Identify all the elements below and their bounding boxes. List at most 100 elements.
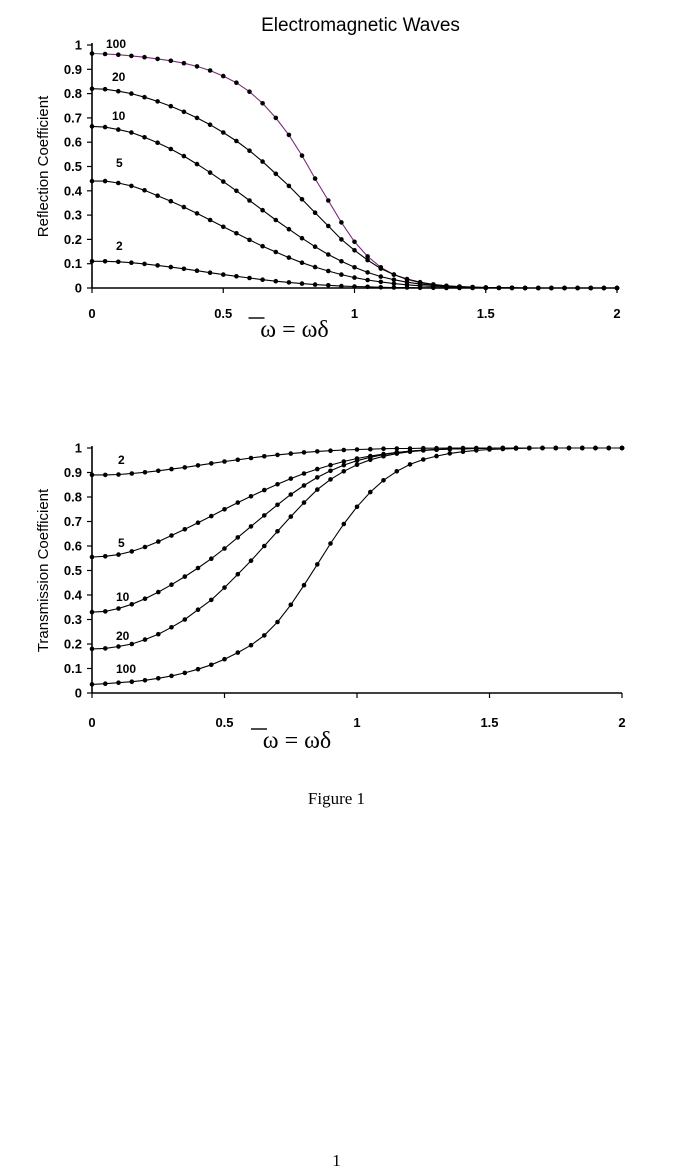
series-20: 20 xyxy=(89,70,620,291)
data-point xyxy=(169,466,174,472)
data-point xyxy=(116,606,121,611)
series-line xyxy=(91,447,622,685)
data-point xyxy=(89,51,95,56)
data-point xyxy=(116,552,121,557)
x-tick-label: 1.5 xyxy=(477,306,495,321)
series-5: 5 xyxy=(89,156,620,291)
data-point xyxy=(169,582,174,587)
data-point xyxy=(248,455,254,461)
data-point xyxy=(156,676,161,681)
data-point xyxy=(273,249,279,255)
y-tick-label: 0 xyxy=(75,281,82,296)
data-point xyxy=(368,446,373,452)
data-point xyxy=(470,285,475,291)
data-point xyxy=(168,58,174,64)
data-point xyxy=(129,549,135,554)
data-point xyxy=(116,680,121,685)
data-point xyxy=(273,278,279,284)
series-line xyxy=(92,180,617,289)
data-point xyxy=(326,252,331,257)
data-point xyxy=(606,445,612,451)
data-point xyxy=(248,642,254,648)
data-point xyxy=(275,502,280,508)
y-tick-label: 0.3 xyxy=(64,208,82,223)
data-point xyxy=(299,235,305,241)
data-point xyxy=(102,259,108,264)
data-point xyxy=(312,282,318,287)
data-point xyxy=(142,544,148,550)
data-point xyxy=(129,471,135,476)
data-point xyxy=(509,285,515,291)
data-point xyxy=(301,483,307,488)
data-point xyxy=(288,514,294,519)
data-point xyxy=(301,500,307,505)
data-point xyxy=(116,259,121,265)
data-point xyxy=(142,135,147,140)
data-point xyxy=(444,285,449,291)
data-point xyxy=(328,477,333,482)
data-point xyxy=(288,476,294,481)
data-point xyxy=(352,284,357,289)
y-tick-label: 0.4 xyxy=(64,183,83,198)
data-point xyxy=(156,468,161,474)
data-point xyxy=(286,280,292,285)
data-point xyxy=(102,124,108,130)
data-point xyxy=(195,565,201,571)
y-tick-label: 0.6 xyxy=(64,135,82,150)
data-point xyxy=(169,625,174,630)
x-tick-label: 0 xyxy=(88,306,95,321)
data-point xyxy=(580,445,585,451)
y-tick-label: 1 xyxy=(75,441,82,456)
y-axis-label: Reflection Coefficient xyxy=(35,95,52,237)
data-point xyxy=(222,507,227,512)
data-point xyxy=(207,217,213,223)
data-point xyxy=(496,285,502,291)
data-point xyxy=(168,198,174,204)
data-point xyxy=(354,504,360,510)
data-point xyxy=(275,529,280,534)
data-point xyxy=(328,468,333,474)
data-point xyxy=(194,64,200,69)
data-point xyxy=(234,80,239,85)
data-point xyxy=(286,183,292,189)
y-tick-label: 0.9 xyxy=(64,465,82,480)
data-point xyxy=(354,458,360,464)
data-point xyxy=(339,237,344,242)
data-point xyxy=(326,283,331,288)
series-label: 20 xyxy=(112,70,126,84)
series-line xyxy=(91,447,622,613)
data-point xyxy=(341,459,347,464)
data-point xyxy=(391,277,397,283)
data-point xyxy=(527,445,532,451)
data-point xyxy=(483,285,489,291)
data-point xyxy=(103,646,108,651)
data-point xyxy=(129,602,135,607)
y-tick-label: 0.3 xyxy=(64,612,82,627)
data-point xyxy=(222,656,227,662)
data-point xyxy=(155,193,160,198)
data-point xyxy=(209,461,214,466)
data-point xyxy=(407,462,413,467)
data-point xyxy=(301,450,307,455)
data-point xyxy=(155,99,160,104)
y-tick-label: 0.5 xyxy=(64,159,82,174)
series-label: 10 xyxy=(112,109,126,123)
data-point xyxy=(247,275,252,281)
data-point xyxy=(142,261,147,267)
data-point xyxy=(315,466,320,472)
data-point xyxy=(394,469,400,474)
data-point xyxy=(142,637,148,642)
data-point xyxy=(328,541,333,546)
data-point xyxy=(247,148,252,153)
data-point xyxy=(273,217,279,223)
data-point xyxy=(182,465,188,470)
data-point xyxy=(354,447,360,452)
data-point xyxy=(195,666,201,672)
data-point xyxy=(181,109,187,115)
data-point xyxy=(168,264,174,270)
data-point xyxy=(312,264,318,270)
data-point xyxy=(89,646,95,652)
data-point xyxy=(221,272,226,277)
data-point xyxy=(209,513,214,519)
data-point xyxy=(235,457,241,463)
